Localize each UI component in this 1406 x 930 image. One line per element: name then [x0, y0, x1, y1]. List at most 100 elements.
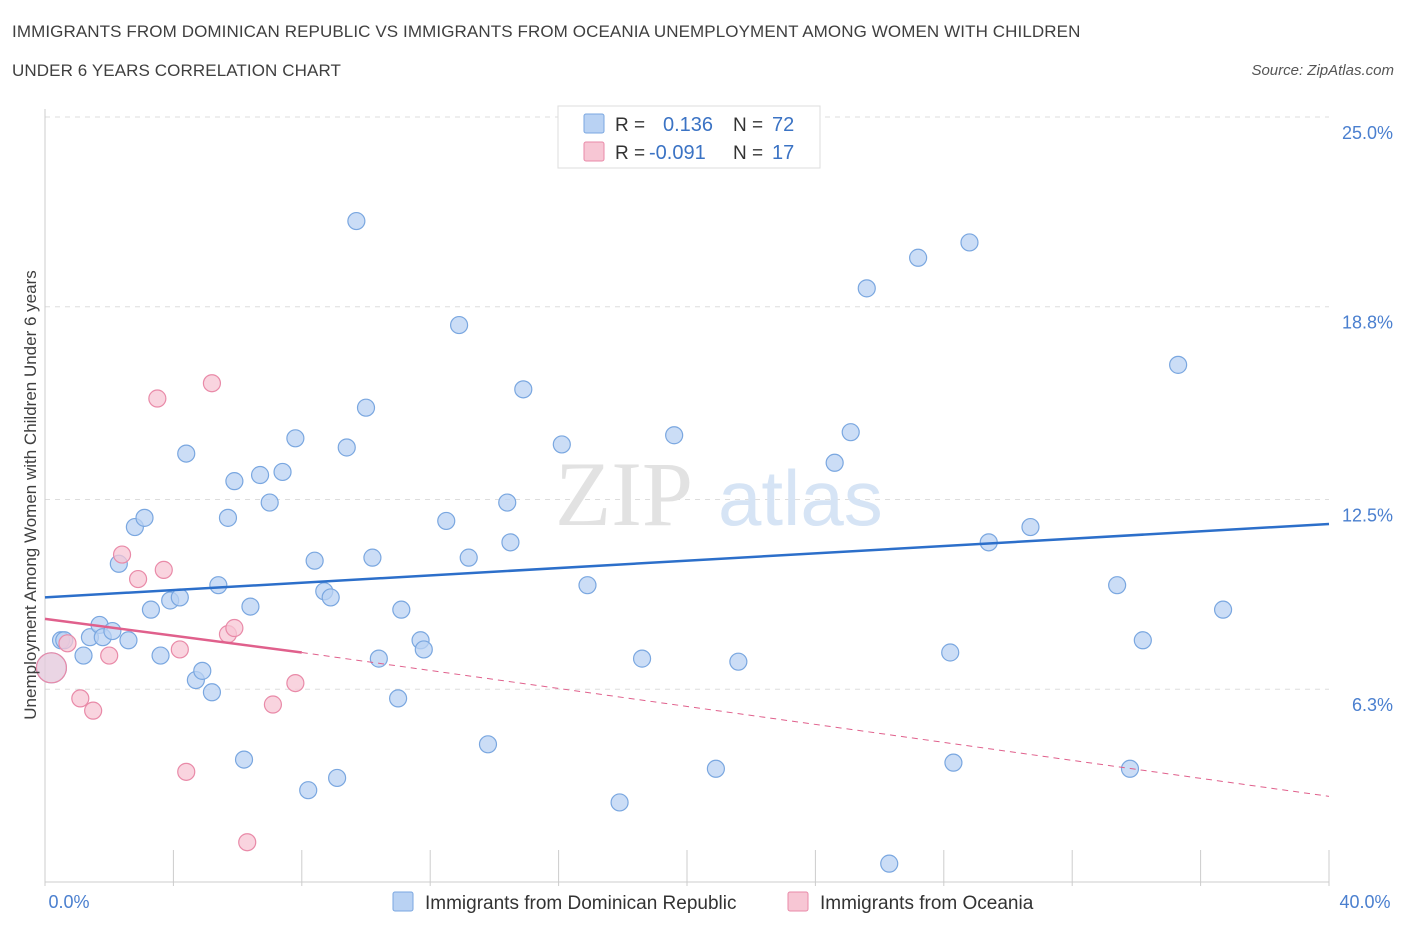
point-dominican-34 [337, 438, 356, 457]
point-dominican-13 [151, 646, 170, 665]
point-dominican-67 [1108, 576, 1127, 595]
point-dominican-21 [218, 508, 238, 527]
point-oceania-2 [71, 689, 90, 708]
bottom-legend-swatch-pink [787, 891, 809, 912]
bottom-legend-label-2: Immigrants from Oceania [820, 893, 1034, 914]
point-dominican-3 [74, 646, 93, 665]
legend-swatch-blue [583, 113, 605, 134]
point-dominican-44 [449, 315, 469, 335]
legend-n-value-2: 17 [772, 142, 794, 164]
point-dominican-42 [414, 640, 433, 659]
point-dominican-48 [501, 533, 520, 552]
correlation-legend: R = 0.136 N = 72 R = -0.091 N = 17 [557, 105, 821, 169]
point-dominican-32 [321, 588, 340, 607]
point-dominican-58 [841, 423, 860, 442]
point-dominican-24 [241, 597, 260, 616]
point-oceania-0 [35, 652, 68, 684]
point-oceania-14 [238, 833, 257, 852]
point-dominican-71 [1213, 600, 1233, 619]
point-dominican-61 [909, 248, 928, 267]
legend-r-value-1: 0.136 [663, 114, 713, 136]
x-tick-label-1: 40.0% [1339, 892, 1390, 912]
point-dominican-49 [514, 380, 533, 399]
point-oceania-11 [202, 374, 222, 393]
y-tick-label-1: 12.5% [1342, 506, 1393, 526]
legend-r-value-2: -0.091 [649, 142, 706, 164]
point-dominican-25 [250, 465, 270, 485]
y-axis-title: Unemployment Among Women with Children U… [21, 270, 40, 719]
watermark-zip: ZIP [555, 443, 693, 545]
point-dominican-57 [825, 453, 844, 472]
point-oceania-9 [170, 640, 189, 659]
point-dominican-33 [328, 768, 347, 788]
point-oceania-7 [148, 389, 167, 408]
point-dominican-29 [299, 781, 318, 800]
point-dominican-46 [478, 735, 498, 754]
point-oceania-4 [100, 646, 119, 665]
point-oceania-3 [84, 701, 103, 720]
point-dominican-54 [665, 426, 684, 445]
point-dominican-38 [369, 649, 388, 668]
series-legend: Immigrants from Dominican Republic Immig… [392, 891, 1034, 914]
bottom-legend-swatch-blue [392, 891, 414, 912]
point-dominican-56 [729, 652, 748, 671]
trend-layer [44, 522, 1330, 797]
point-dominican-59 [857, 279, 876, 298]
point-dominican-15 [170, 588, 189, 607]
point-dominican-62 [941, 643, 960, 662]
point-dominican-52 [610, 793, 629, 812]
y-tick-label-2: 18.8% [1342, 313, 1393, 333]
legend-r-label-2: R = [615, 143, 645, 164]
point-dominican-22 [225, 472, 244, 491]
point-dominican-50 [552, 435, 571, 454]
point-dominican-64 [960, 233, 979, 252]
point-oceania-1 [58, 634, 77, 653]
point-dominican-35 [347, 211, 366, 231]
axes-layer [44, 109, 1330, 886]
point-dominican-66 [1021, 517, 1040, 537]
chart-title-line2: UNDER 6 YEARS CORRELATION CHART [12, 61, 341, 80]
point-dominican-9 [119, 631, 138, 650]
point-dominican-51 [578, 576, 597, 595]
point-dominican-36 [356, 398, 376, 417]
point-dominican-40 [392, 600, 411, 619]
point-dominican-19 [202, 683, 222, 702]
trend-line-oceania-extended [301, 652, 1330, 797]
point-dominican-18 [193, 661, 212, 680]
point-dominican-37 [363, 548, 382, 567]
point-dominican-70 [1169, 355, 1188, 374]
point-oceania-8 [154, 560, 173, 579]
point-oceania-15 [263, 695, 283, 714]
trend-line-dominican [44, 522, 1330, 599]
legend-n-label-1: N = [733, 115, 763, 136]
point-dominican-55 [706, 759, 725, 778]
x-tick-label-0: 0.0% [48, 892, 89, 912]
point-dominican-69 [1133, 631, 1152, 650]
point-dominican-7 [103, 621, 122, 641]
point-dominican-43 [437, 511, 456, 531]
legend-n-value-1: 72 [772, 114, 794, 136]
chart-title-line1: IMMIGRANTS FROM DOMINICAN REPUBLIC VS IM… [12, 22, 1081, 41]
point-dominican-23 [234, 750, 254, 769]
point-oceania-6 [128, 569, 148, 589]
legend-swatch-pink [583, 141, 605, 162]
point-oceania-5 [112, 545, 132, 564]
points-layer [35, 211, 1233, 873]
trend-line-oceania [44, 617, 302, 654]
y-tick-label-3: 25.0% [1342, 123, 1393, 143]
grid-layer [45, 116, 1329, 690]
point-dominican-60 [880, 854, 899, 873]
chart-source: Source: ZipAtlas.com [1251, 62, 1394, 79]
point-dominican-11 [135, 508, 154, 527]
point-dominican-27 [273, 462, 292, 482]
point-dominican-16 [177, 444, 196, 463]
point-dominican-47 [498, 493, 517, 512]
watermark-atlas: atlas [718, 454, 883, 542]
ticklabels-layer: 6.3% 12.5% 18.8% 25.0% 0.0% 40.0% [48, 123, 1393, 912]
point-dominican-45 [459, 548, 478, 567]
point-dominican-53 [632, 649, 652, 668]
point-dominican-30 [305, 551, 324, 570]
point-dominican-28 [286, 429, 305, 448]
legend-r-label-1: R = [615, 115, 645, 136]
